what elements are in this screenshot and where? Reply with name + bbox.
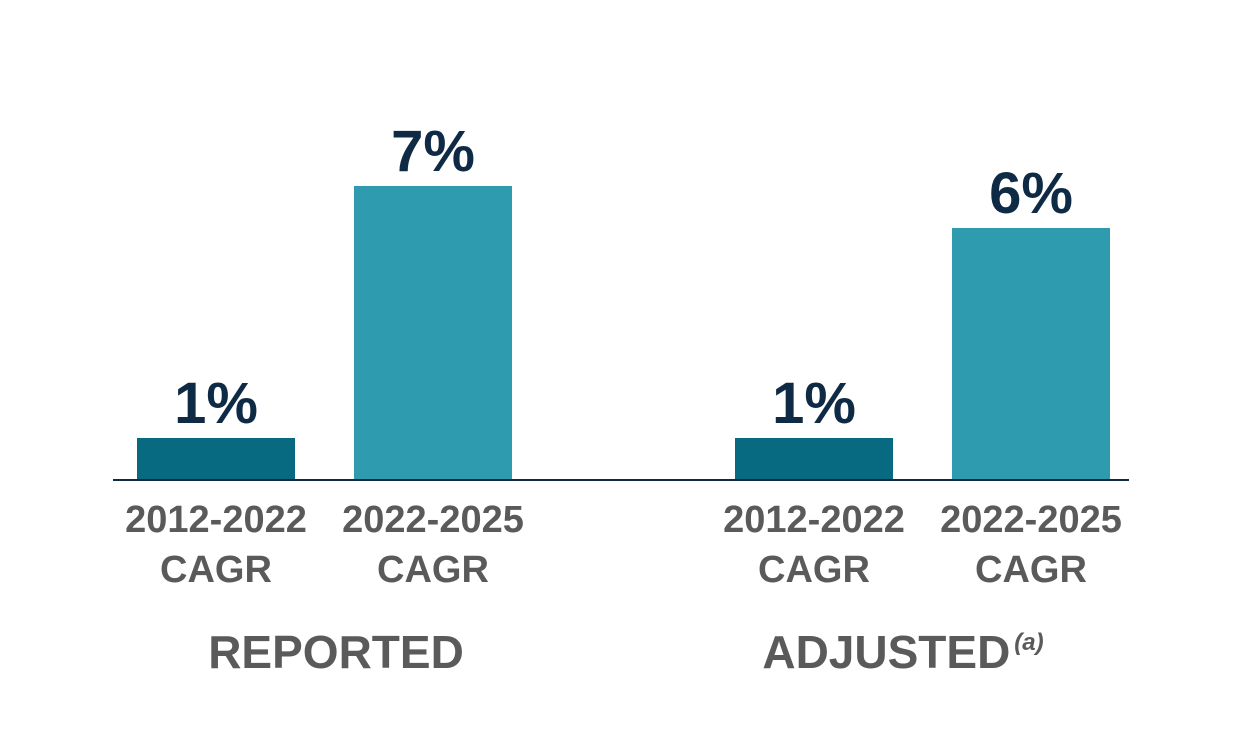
labels-layer: 1% 2012-2022 CAGR 7% 2022-2025 CAGR REPORTED 1%… bbox=[125, 119, 1122, 678]
tick-label-period-adjusted-2022-2025: 2022-2025 bbox=[940, 499, 1122, 541]
value-label-adjusted-2022-2025: 6% bbox=[989, 161, 1073, 226]
bar-reported-2022-2025 bbox=[354, 186, 512, 480]
tick-label-period-adjusted-2012-2022: 2012-2022 bbox=[723, 499, 905, 541]
value-label-reported-2012-2022: 1% bbox=[174, 371, 258, 436]
value-label-reported-2022-2025: 7% bbox=[391, 119, 475, 184]
tick-label-period-reported-2022-2025: 2022-2025 bbox=[342, 499, 524, 541]
bars-layer bbox=[137, 186, 1110, 480]
bar-adjusted-2012-2022 bbox=[735, 438, 893, 480]
tick-label-cagr-adjusted-2022-2025: CAGR bbox=[975, 549, 1087, 591]
bar-reported-2012-2022 bbox=[137, 438, 295, 480]
group-label-adjusted: ADJUSTED (a) bbox=[762, 626, 1043, 678]
footnote-marker: (a) bbox=[1014, 629, 1043, 656]
tick-label-cagr-adjusted-2012-2022: CAGR bbox=[758, 549, 870, 591]
value-label-adjusted-2012-2022: 1% bbox=[772, 371, 856, 436]
tick-label-cagr-reported-2012-2022: CAGR bbox=[160, 549, 272, 591]
tick-label-cagr-reported-2022-2025: CAGR bbox=[377, 549, 489, 591]
tick-label-period-reported-2012-2022: 2012-2022 bbox=[125, 499, 307, 541]
group-label-reported: REPORTED bbox=[208, 626, 464, 678]
bar-adjusted-2022-2025 bbox=[952, 228, 1110, 480]
